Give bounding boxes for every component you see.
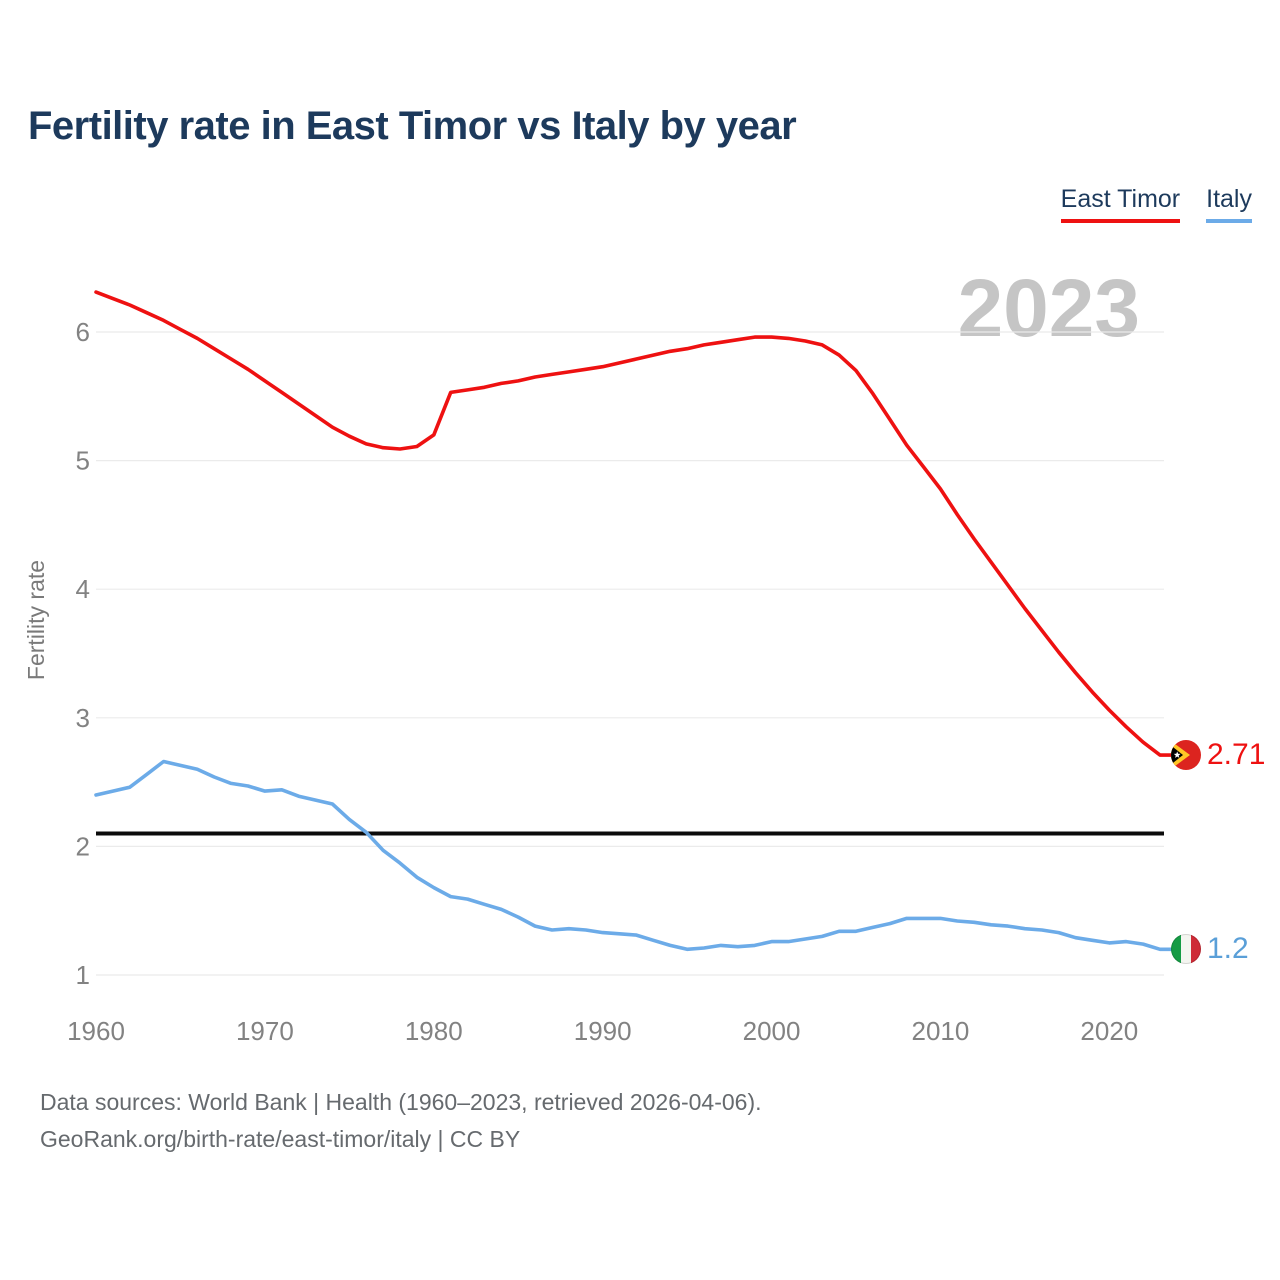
data-sources-line: Data sources: World Bank | Health (1960–…	[40, 1089, 762, 1115]
east-timor-line	[94, 290, 1176, 757]
y-tick-label: 6	[76, 317, 90, 347]
y-tick-label: 5	[76, 446, 90, 476]
x-tick-label: 1990	[574, 1016, 632, 1046]
y-axis-title: Fertility rate	[23, 560, 49, 680]
east-timor-flag-icon	[1171, 740, 1201, 771]
y-tick-label: 4	[76, 574, 90, 604]
page-title: Fertility rate in East Timor vs Italy by…	[28, 104, 797, 148]
x-tick-label: 2000	[743, 1016, 801, 1046]
x-tick-label: 1980	[405, 1016, 463, 1046]
y-tick-label: 3	[76, 703, 90, 733]
y-tick-label: 2	[76, 831, 90, 861]
italy-flag-icon	[1171, 934, 1201, 965]
legend: East Timor Italy	[1060, 185, 1252, 223]
license-line: GeoRank.org/birth-rate/east-timor/italy …	[40, 1126, 521, 1152]
x-tick-label: 2020	[1080, 1016, 1138, 1046]
east-timor-value-label: 2.71	[1207, 738, 1266, 772]
source-attribution: Data sources: World Bank | Health (1960–…	[40, 1084, 762, 1158]
legend-item-east-timor[interactable]: East Timor	[1060, 185, 1181, 223]
y-tick-label: 1	[76, 960, 90, 990]
x-tick-label: 1960	[67, 1016, 125, 1046]
legend-item-italy[interactable]: Italy	[1206, 185, 1252, 223]
x-tick-label: 1970	[236, 1016, 294, 1046]
year-watermark: 2023	[957, 263, 1140, 354]
x-tick-label: 2010	[912, 1016, 970, 1046]
italy-value-label: 1.2	[1207, 932, 1249, 966]
italy-line	[94, 759, 1176, 952]
